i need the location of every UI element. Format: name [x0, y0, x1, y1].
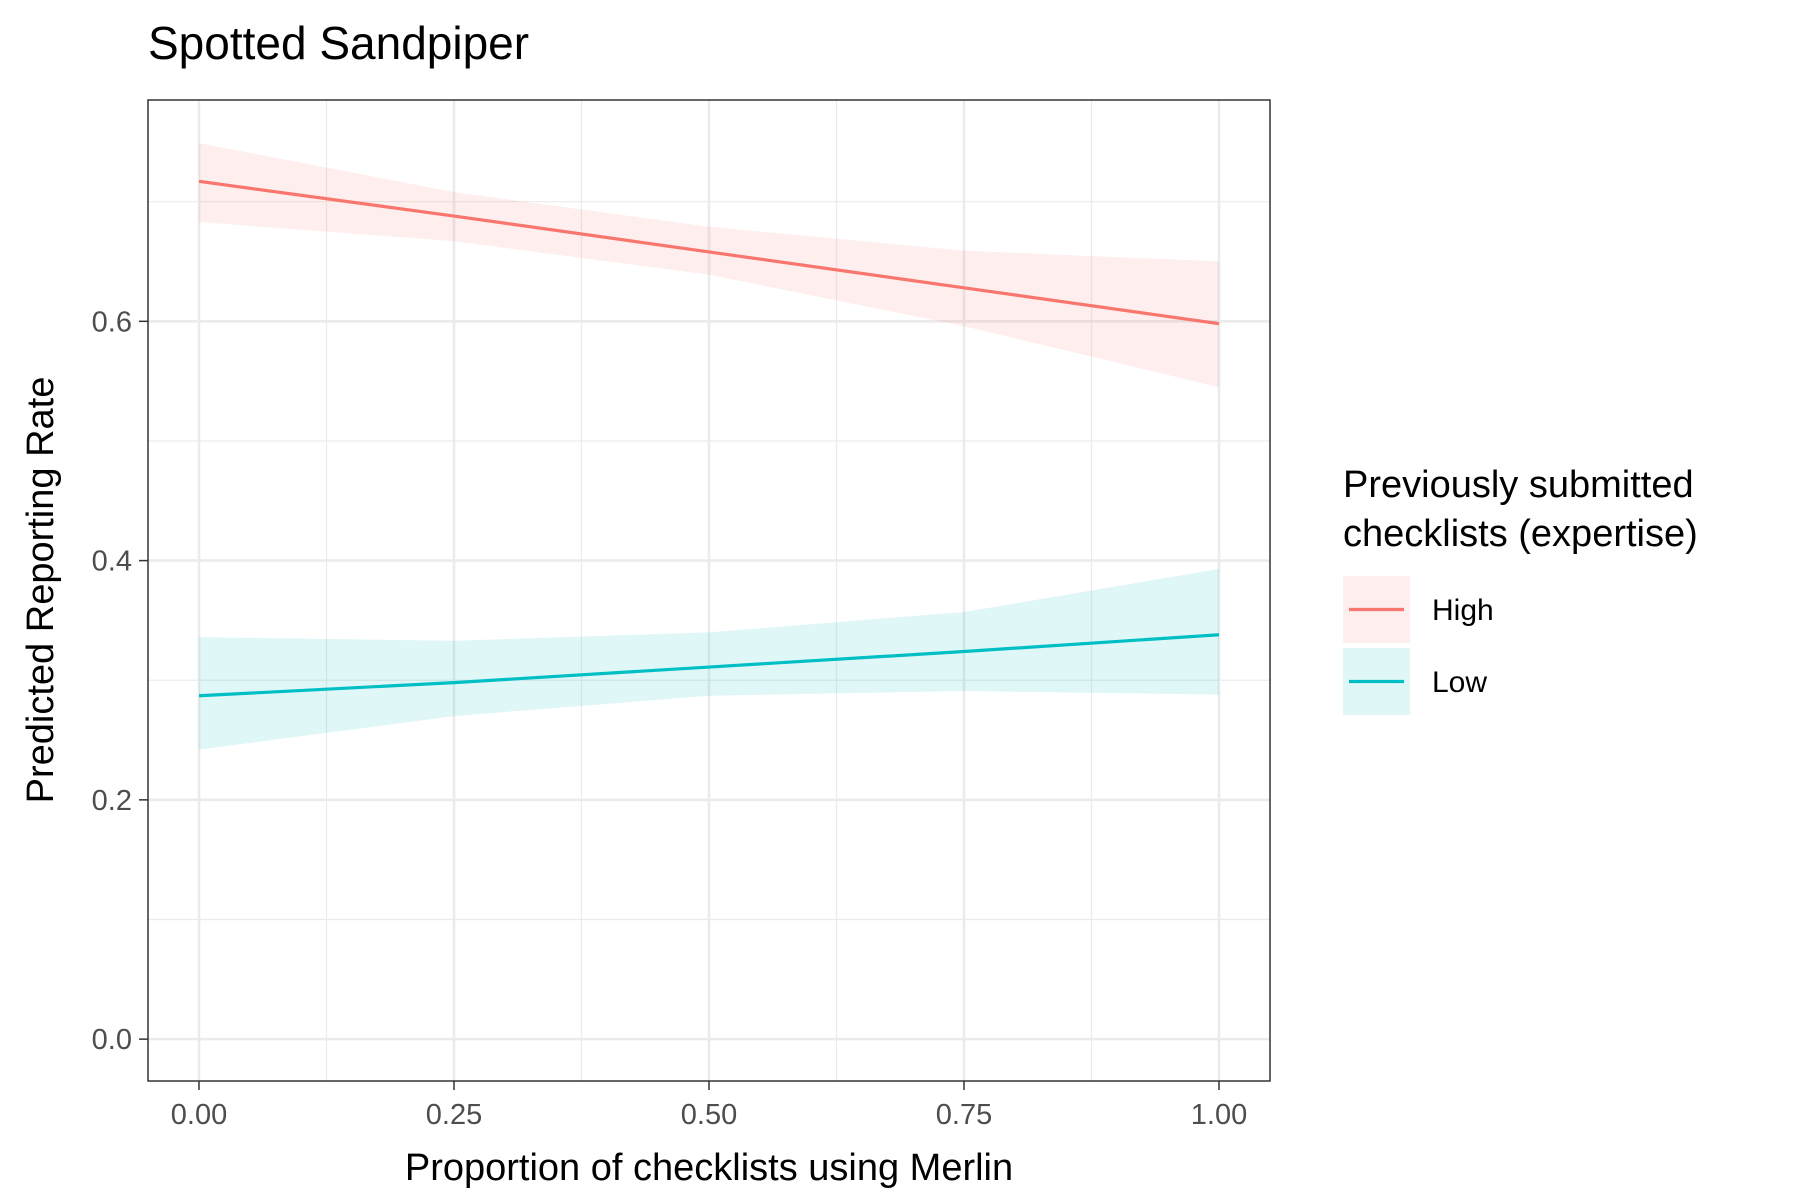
y-tick-label: 0.6: [92, 306, 132, 338]
chart-title: Spotted Sandpiper: [148, 17, 529, 69]
x-tick-label: 0.00: [171, 1099, 227, 1131]
line-low: [198, 633, 1220, 698]
x-tick-label: 0.50: [681, 1099, 737, 1131]
y-axis-title: Predicted Reporting Rate: [20, 377, 62, 804]
x-axis-title: Proportion of checklists using Merlin: [405, 1147, 1013, 1189]
y-axis: 0.0 0.2 0.4 0.6: [92, 306, 148, 1056]
x-axis: 0.00 0.25 0.50 0.75 1.00: [171, 1081, 1247, 1131]
y-tick-label: 0.4: [92, 546, 132, 578]
line-high: [198, 179, 1220, 326]
x-tick-label: 0.25: [426, 1099, 482, 1131]
legend-title-line-1: Previously submitted: [1343, 464, 1694, 506]
x-tick-label: 0.75: [936, 1099, 992, 1131]
legend-title-line-2: checklists (expertise): [1343, 513, 1698, 555]
legend-keys: High Low: [1343, 576, 1494, 715]
ribbon-low: [199, 568, 1219, 750]
y-tick-label: 0.2: [92, 785, 132, 817]
ribbon-high: [199, 143, 1219, 388]
series-lines: [198, 179, 1220, 698]
plot-panel: [147, 99, 1271, 1082]
grid-major: [148, 100, 1270, 1081]
legend-label-low: Low: [1432, 666, 1487, 699]
x-tick-label: 1.00: [1191, 1099, 1247, 1131]
legend-label-high: High: [1432, 594, 1494, 627]
y-tick-label: 0.0: [92, 1024, 132, 1056]
confidence-ribbons: [199, 143, 1219, 750]
legend: Previously submitted checklists (experti…: [1343, 464, 1698, 715]
